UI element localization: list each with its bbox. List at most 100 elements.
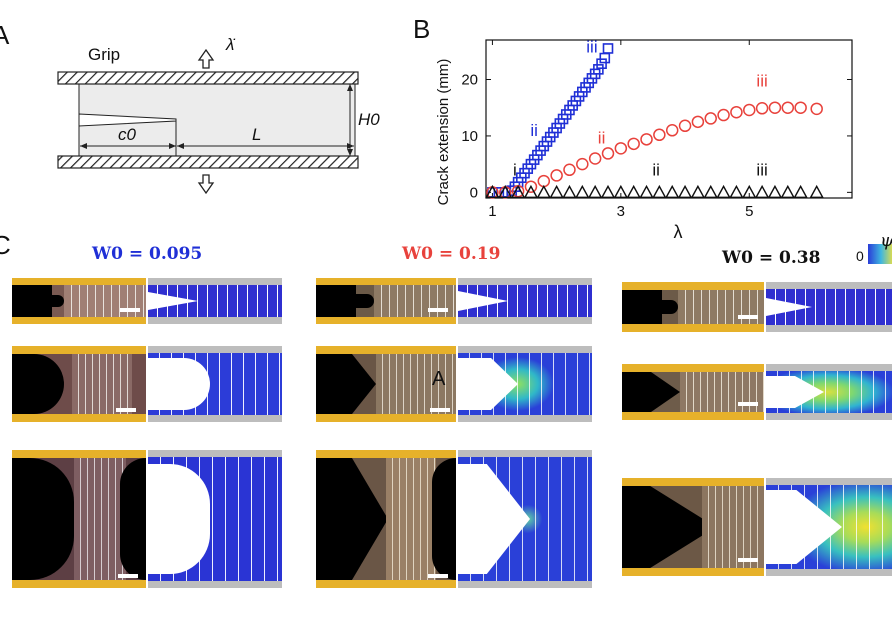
- photo-col1-row3: [12, 450, 146, 588]
- photo-col3-row2: [622, 364, 764, 420]
- photo-col2-row3: [316, 450, 456, 588]
- y-tick-label-0: 0: [470, 184, 478, 201]
- series-2-point-20: [742, 184, 757, 199]
- series-2-point-25: [809, 184, 824, 199]
- series-2-point-16: [690, 184, 706, 199]
- panel-letter-b: B: [413, 14, 431, 44]
- series-2-point-8: [587, 184, 603, 199]
- series-2-point-7: [575, 184, 590, 199]
- chart-annotation-6: iii: [756, 160, 767, 179]
- series-1-point-8: [588, 152, 602, 165]
- rate-label: λ̇: [225, 35, 235, 54]
- series-1-point-24: [794, 101, 807, 114]
- series-2-point-3: [523, 184, 539, 199]
- simulation-col1-row1: [148, 278, 282, 324]
- series-2-point-6: [562, 184, 577, 199]
- series-2-point-11: [626, 184, 641, 199]
- series-1-point-16: [691, 115, 705, 129]
- series-2-point-2: [510, 184, 526, 199]
- panel-c: W0 = 0.095 W0 = 0.19 W0 = 0.38 0 ψ: [0, 230, 892, 622]
- y-tick-label-1: 10: [461, 128, 478, 145]
- series-1-point-20: [743, 103, 756, 117]
- series-0-point-32: [599, 52, 611, 64]
- colorbar: [868, 244, 892, 264]
- series-2-point-19: [729, 184, 744, 199]
- series-2-point-9: [600, 184, 616, 199]
- series-0-point-33: [602, 43, 614, 54]
- series-2-point-24: [793, 184, 808, 199]
- simulation-col3-row2: [766, 364, 892, 420]
- series-1-point-6: [563, 163, 576, 177]
- series-1-point-18: [717, 108, 730, 122]
- panel-letter-c: C: [0, 230, 11, 260]
- chart-xlabel: λ: [674, 222, 683, 242]
- crack-extension-chart: Crack extension (mm) λ 1 3 501020iiiiiiiii…: [435, 37, 853, 242]
- schematic-diagram: Grip λ̇ c0 L H0: [57, 35, 380, 195]
- x-tick-label-1: 3: [617, 203, 625, 220]
- panel-letter-a: A: [0, 20, 10, 50]
- simulation-col1-row2: [148, 346, 282, 422]
- series-1-point-22: [768, 101, 782, 114]
- colorbar-min-label: 0: [856, 248, 864, 264]
- x-tick-label-0: 1: [488, 203, 496, 220]
- simulation-col1-row3: [148, 450, 282, 588]
- series-2-point-21: [754, 184, 770, 199]
- x-tick-label-2: 5: [745, 203, 753, 220]
- specimen-length-label: L: [252, 125, 261, 144]
- series-1-point-5: [550, 169, 563, 182]
- photo-col2-row2: [316, 346, 456, 422]
- chart-annotation-5: ii: [652, 160, 660, 179]
- series-1-point-12: [640, 133, 653, 146]
- series-1-point-15: [678, 119, 692, 133]
- series-2-point-0: [485, 184, 500, 199]
- top-grip: [57, 71, 359, 85]
- simulation-col3-row1: [766, 282, 892, 332]
- series-1-point-13: [653, 128, 666, 142]
- photo-col1-row1: [12, 278, 146, 324]
- series-1-point-10: [614, 142, 628, 155]
- marker-label: A: [432, 368, 446, 390]
- simulation-col2-row1: [458, 278, 592, 324]
- simulation-col2-row3: [458, 450, 592, 588]
- series-2-point-22: [767, 184, 783, 199]
- chart-annotation-1: ii: [530, 121, 538, 140]
- series-1-point-14: [665, 124, 679, 137]
- series-1-point-9: [601, 147, 615, 160]
- bottom-grip: [57, 155, 359, 169]
- colorbar-symbol: ψ: [880, 230, 892, 251]
- chart-ylabel: Crack extension (mm): [435, 59, 452, 206]
- crack-length-label: c0: [118, 125, 137, 144]
- grip-label: Grip: [88, 45, 120, 64]
- height-label: H0: [358, 110, 380, 129]
- pull-down-arrow-icon: [197, 174, 215, 195]
- series-2-point-23: [780, 184, 795, 199]
- series-1-point-17: [704, 112, 717, 125]
- chart-annotation-2: i: [513, 160, 517, 179]
- series-2-point-4: [536, 184, 551, 199]
- series-2-point-10: [613, 184, 629, 199]
- series-1-point-3: [524, 180, 538, 193]
- series-0-point-30: [593, 64, 604, 75]
- series-1-point-25: [810, 102, 823, 116]
- series-2-point-1: [498, 184, 513, 199]
- series-0-point-31: [596, 58, 607, 70]
- pull-up-arrow-icon: [197, 48, 215, 69]
- y-tick-label-2: 20: [461, 72, 478, 89]
- series-1-point-11: [627, 137, 640, 151]
- simulation-col3-row3: [766, 478, 892, 576]
- series-2-point-13: [652, 184, 667, 199]
- series-1-point-21: [755, 102, 769, 115]
- photo-col3-row1: [622, 282, 764, 332]
- plot-frame: [485, 39, 853, 199]
- series-2-point-12: [639, 184, 654, 199]
- series-1-point-7: [576, 157, 589, 171]
- photo-col1-row2: [12, 346, 146, 422]
- photo-col2-row1: [316, 278, 456, 324]
- simulation-col2-row2: [458, 346, 592, 422]
- column-label-w0-low: W0 = 0.095: [92, 244, 203, 264]
- series-2-point-5: [549, 184, 564, 199]
- series-1-point-23: [781, 101, 795, 114]
- column-label-w0-high: W0 = 0.38: [722, 248, 821, 268]
- series-2-point-14: [665, 184, 680, 199]
- photo-col3-row3: [622, 478, 764, 576]
